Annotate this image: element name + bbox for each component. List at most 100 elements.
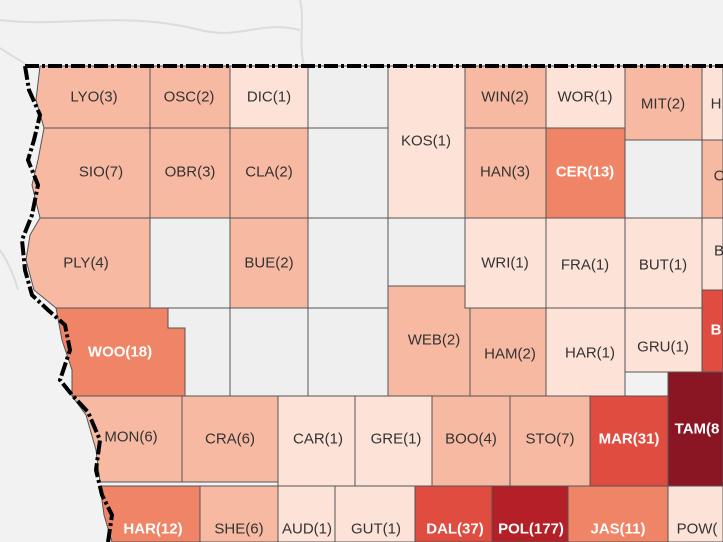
county-shape[interactable] bbox=[701, 139, 723, 219]
county-han[interactable]: HAN(3) bbox=[464, 127, 547, 219]
county-label: WEB(2) bbox=[408, 332, 461, 349]
county-she[interactable]: SHE(6) bbox=[199, 485, 279, 542]
county-shape[interactable] bbox=[277, 485, 336, 542]
basemap-road bbox=[0, 19, 301, 34]
county-boo[interactable]: BOO(4) bbox=[431, 395, 511, 487]
county-gre[interactable]: GRE(1) bbox=[354, 395, 433, 487]
basemap-road bbox=[299, 0, 305, 67]
county-bue[interactable]: BUE(2) bbox=[229, 217, 309, 309]
county-label: SIO(7) bbox=[79, 164, 123, 181]
county-b[interactable]: B bbox=[701, 289, 723, 373]
county-h[interactable]: H bbox=[701, 65, 723, 141]
county-woo[interactable]: WOO(18) bbox=[55, 307, 186, 397]
county-no-data[interactable] bbox=[149, 217, 231, 309]
county-win[interactable]: WIN(2) bbox=[464, 65, 547, 129]
county-shape[interactable] bbox=[199, 485, 279, 542]
county-label: FRA(1) bbox=[561, 257, 609, 274]
county-label: WRI(1) bbox=[481, 255, 529, 272]
county-label: B bbox=[711, 322, 722, 339]
county-dic[interactable]: DIC(1) bbox=[229, 65, 309, 129]
county-label: SHE(6) bbox=[214, 521, 263, 538]
county-mit[interactable]: MIT(2) bbox=[624, 65, 703, 141]
county-shape[interactable] bbox=[414, 485, 493, 542]
county-no-data[interactable] bbox=[307, 65, 389, 129]
county-no-data[interactable] bbox=[307, 127, 389, 219]
county-pow[interactable]: POW( bbox=[667, 485, 723, 542]
county-label: MON(6) bbox=[104, 429, 157, 446]
county-no-data[interactable] bbox=[229, 307, 309, 397]
county-lyo[interactable]: LYO(3) bbox=[35, 65, 151, 129]
county-label: OBR(3) bbox=[165, 164, 216, 181]
county-shape[interactable] bbox=[25, 217, 151, 309]
county-shape[interactable] bbox=[701, 217, 723, 291]
county-c[interactable]: C bbox=[701, 139, 723, 219]
county-shape[interactable] bbox=[229, 217, 309, 309]
state-border bbox=[19, 64, 723, 542]
county-label: KOS(1) bbox=[401, 133, 451, 150]
county-label: HAM(2) bbox=[484, 346, 536, 363]
county-sio[interactable]: SIO(7) bbox=[31, 127, 151, 219]
county-label: POL(177) bbox=[498, 521, 564, 538]
county-label: WOO(18) bbox=[88, 344, 152, 361]
county-car[interactable]: CAR(1) bbox=[277, 395, 356, 487]
county-label: MAR(31) bbox=[599, 431, 660, 448]
county-label: POW( bbox=[677, 521, 718, 538]
county-label: DAL(37) bbox=[426, 521, 484, 538]
county-har[interactable]: HAR(1) bbox=[545, 307, 626, 397]
county-gru[interactable]: GRU(1) bbox=[624, 307, 703, 373]
county-osc[interactable]: OSC(2) bbox=[149, 65, 231, 129]
county-label: GRU(1) bbox=[637, 339, 689, 356]
county-no-data[interactable] bbox=[307, 307, 389, 397]
county-label: WIN(2) bbox=[481, 89, 529, 106]
county-wri[interactable]: WRI(1) bbox=[464, 217, 547, 309]
county-ham[interactable]: HAM(2) bbox=[469, 307, 547, 397]
county-pol[interactable]: POL(177) bbox=[491, 485, 569, 542]
county-aud[interactable]: AUD(1) bbox=[277, 485, 336, 542]
county-fra[interactable]: FRA(1) bbox=[545, 217, 626, 309]
county-label: OSC(2) bbox=[164, 89, 215, 106]
county-cla[interactable]: CLA(2) bbox=[229, 127, 309, 219]
county-gut[interactable]: GUT(1) bbox=[334, 485, 416, 542]
county-dal[interactable]: DAL(37) bbox=[414, 485, 493, 542]
county-shape[interactable] bbox=[667, 371, 723, 487]
county-ply[interactable]: PLY(4) bbox=[25, 217, 151, 309]
county-kos[interactable]: KOS(1) bbox=[387, 65, 466, 219]
county-label: CRA(6) bbox=[205, 431, 255, 448]
county-label: TAM(8 bbox=[675, 421, 720, 438]
county-shape[interactable] bbox=[667, 485, 723, 542]
county-no-data[interactable] bbox=[387, 217, 466, 287]
county-tam[interactable]: TAM(8 bbox=[667, 371, 723, 487]
county-sto[interactable]: STO(7) bbox=[509, 395, 591, 487]
county-shape[interactable] bbox=[701, 289, 723, 373]
county-but[interactable]: BUT(1) bbox=[624, 217, 703, 309]
county-wor[interactable]: WOR(1) bbox=[545, 65, 626, 129]
county-label: PLY(4) bbox=[63, 255, 109, 272]
county-no-data[interactable] bbox=[624, 139, 703, 219]
county-mar[interactable]: MAR(31) bbox=[589, 395, 669, 487]
county-label: JAS(11) bbox=[590, 521, 645, 538]
county-obr[interactable]: OBR(3) bbox=[149, 127, 231, 219]
county-label: LYO(3) bbox=[70, 89, 117, 106]
county-no-data[interactable] bbox=[307, 217, 389, 309]
county-b[interactable]: B bbox=[701, 217, 723, 291]
county-cer[interactable]: CER(13) bbox=[545, 127, 626, 219]
county-label: BOO(4) bbox=[445, 431, 497, 448]
county-shape[interactable] bbox=[99, 485, 201, 542]
county-label: CER(13) bbox=[556, 164, 614, 181]
county-layer: LYO(3) OSC(2) DIC(1) KOS(1) WIN(2) WOR(1) MIT(… bbox=[25, 65, 723, 542]
county-shape[interactable] bbox=[334, 485, 416, 542]
county-jas[interactable]: JAS(11) bbox=[567, 485, 669, 542]
county-label: CLA(2) bbox=[245, 164, 293, 181]
county-label: MIT(2) bbox=[641, 96, 685, 113]
county-shape[interactable] bbox=[491, 485, 569, 542]
county-web[interactable]: WEB(2) bbox=[387, 285, 471, 397]
county-label: DIC(1) bbox=[247, 89, 291, 106]
basemap-river bbox=[0, 249, 19, 291]
county-label: C bbox=[714, 168, 723, 185]
county-cra[interactable]: CRA(6) bbox=[181, 395, 279, 483]
county-shape[interactable] bbox=[567, 485, 669, 542]
county-har[interactable]: HAR(12) bbox=[99, 485, 201, 542]
county-label: STO(7) bbox=[526, 431, 575, 448]
